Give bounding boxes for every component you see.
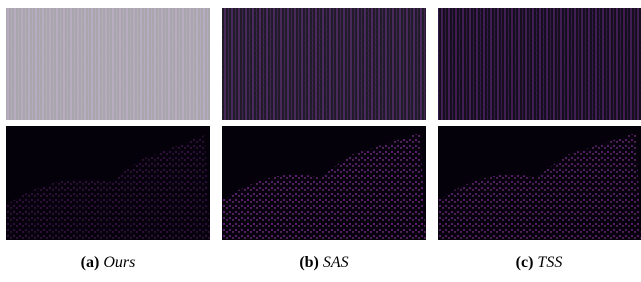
caption-label: (c) — [516, 254, 534, 271]
caption-name: Ours — [103, 254, 135, 271]
row-2 — [6, 126, 641, 240]
row-1 — [6, 8, 641, 120]
caption-name: TSS — [537, 254, 562, 271]
figure-images — [0, 0, 641, 282]
caption-label: (b) — [299, 254, 319, 271]
caption-name: SAS — [323, 254, 349, 271]
caption-label: (a) — [81, 254, 100, 271]
caption: (b) SAS — [222, 254, 426, 272]
caption: (a) Ours — [6, 254, 210, 272]
caption: (c) TSS — [437, 254, 641, 272]
figure-page: (a) Ours (b) SAS (c) TSS (() => { const … — [0, 0, 641, 282]
image-tss-1 — [438, 8, 641, 120]
image-sas-1 — [222, 8, 426, 120]
image-ours-1 — [6, 8, 210, 120]
